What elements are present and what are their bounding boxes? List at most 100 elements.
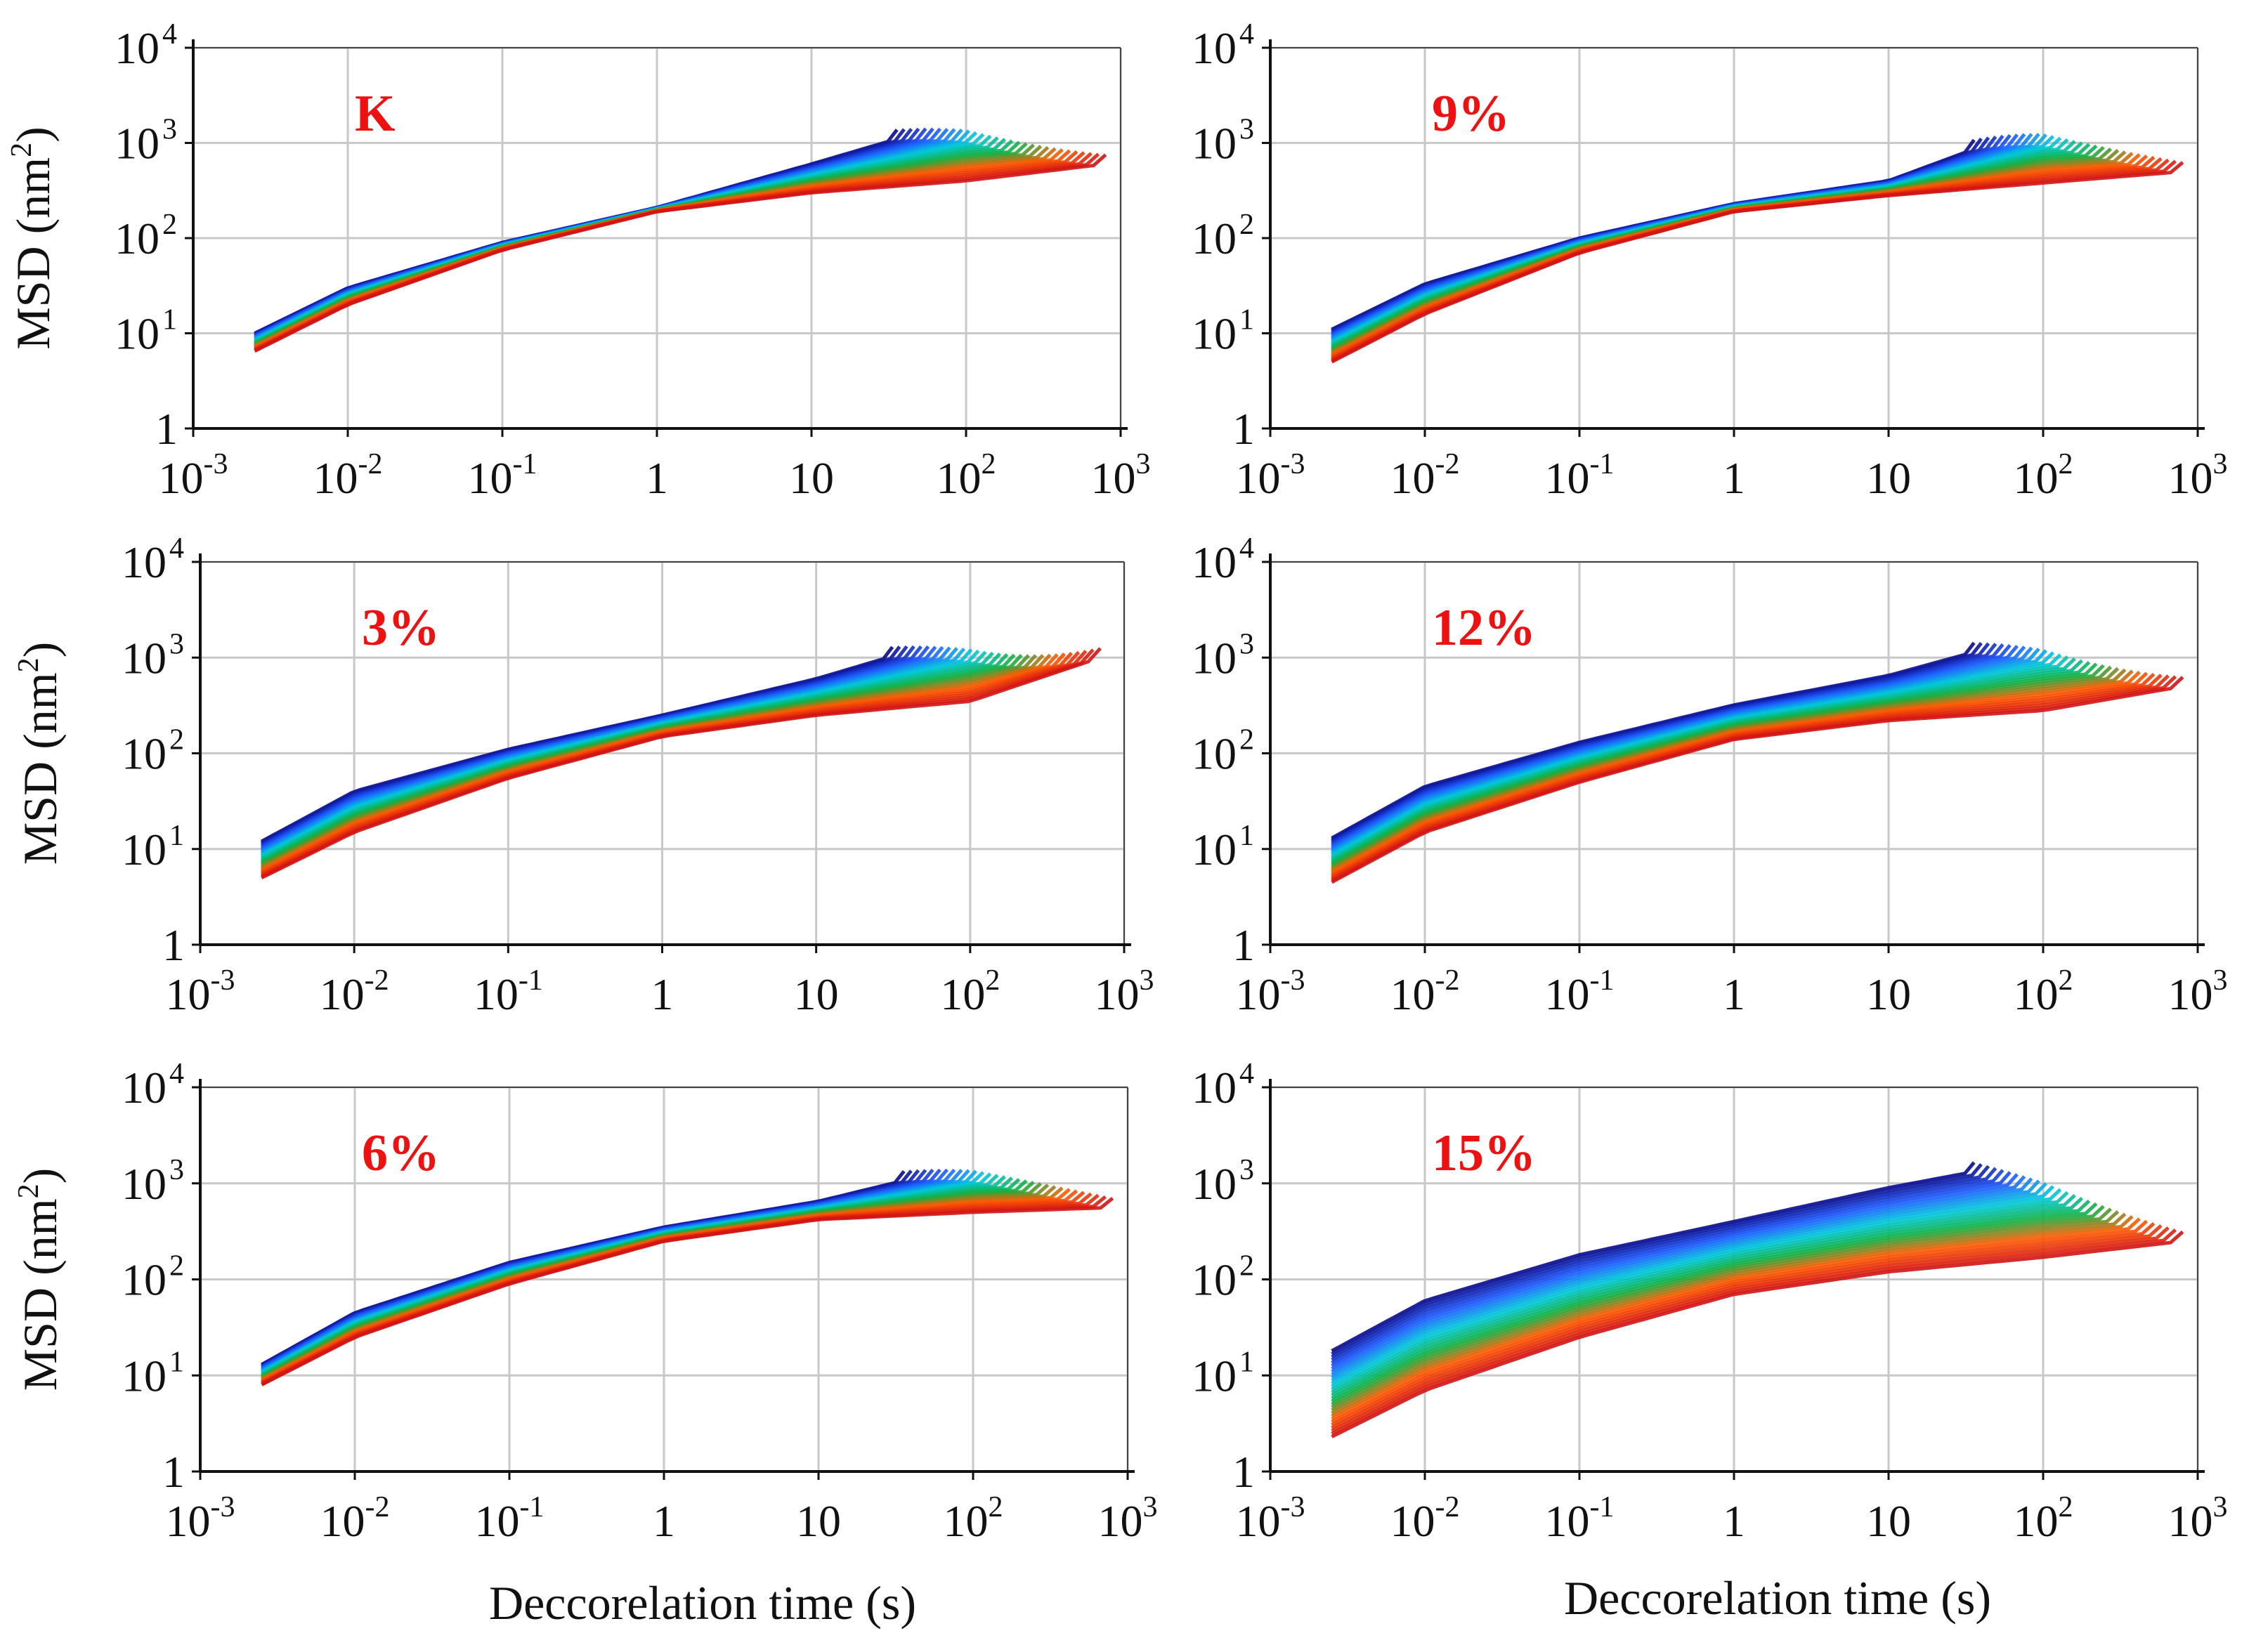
- msd-curve: [1331, 1230, 2184, 1438]
- msd-curve: [261, 1168, 934, 1369]
- y-tick-label: 10: [1192, 23, 1237, 73]
- x-tick-label: 10-1: [475, 1491, 545, 1546]
- y-tick-label: 10: [1192, 1159, 1237, 1209]
- x-tick-label: 10-3: [166, 1491, 235, 1546]
- x-tick-label: 103: [2168, 448, 2228, 503]
- msd-curve: [1331, 1175, 2026, 1374]
- x-tick-label: 10: [796, 1496, 841, 1546]
- x-tick-label: 1: [651, 969, 674, 1019]
- msd-curve: [1331, 1217, 2141, 1421]
- msd-curve: [1331, 1161, 1976, 1353]
- x-tick-label: 10-2: [1390, 448, 1460, 503]
- x-axis-label-right: Deccorelation time (s): [1564, 1571, 1991, 1625]
- x-tick-label: 103: [1095, 964, 1154, 1019]
- x-tick-label: 10: [789, 453, 834, 503]
- y-tick-exponent: 2: [162, 209, 177, 241]
- msd-curve: [1331, 159, 2177, 362]
- x-tick-label: 10-1: [468, 448, 537, 503]
- msd-curve: [1331, 155, 2156, 360]
- msd-curve: [261, 647, 1102, 880]
- y-tick-exponent: 1: [169, 820, 184, 852]
- x-tick-label: 103: [2168, 964, 2228, 1019]
- panel-label: 6%: [362, 1125, 440, 1182]
- msd-curve: [1331, 1191, 2069, 1391]
- x-tick-label: 102: [944, 1491, 1003, 1546]
- msd-curve: [1331, 1171, 2012, 1368]
- msd-curve: [261, 1189, 1078, 1383]
- msd-curve: [1331, 1169, 2004, 1365]
- y-tick-label: 1: [1232, 920, 1255, 970]
- msd-curve: [1331, 157, 2163, 360]
- msd-curve: [1331, 1228, 2177, 1436]
- y-tick-exponent: 3: [1239, 628, 1254, 660]
- msd-curve: [1331, 1165, 1990, 1359]
- y-tick-label: 1: [1232, 1447, 1255, 1497]
- curve-group: [1331, 641, 2184, 884]
- x-tick-label: 1: [1723, 453, 1745, 503]
- msd-curve: [1331, 1210, 2120, 1412]
- y-tick-exponent: 4: [169, 532, 184, 565]
- y-tick-exponent: 1: [169, 1346, 184, 1378]
- y-tick-label: 10: [122, 825, 167, 874]
- msd-curve: [1331, 1185, 2055, 1385]
- y-tick-label: 10: [1192, 729, 1237, 779]
- y-tick-exponent: 4: [169, 1058, 184, 1090]
- y-tick-exponent: 2: [169, 724, 184, 756]
- y-tick-label: 10: [1192, 1351, 1237, 1401]
- curve-group: [1331, 1161, 2184, 1438]
- msd-curve: [261, 654, 1030, 867]
- msd-curve: [1331, 1182, 2047, 1382]
- msd-curve: [261, 1196, 1114, 1386]
- y-tick-label: 10: [122, 1159, 167, 1209]
- y-tick-label: 10: [122, 1063, 167, 1113]
- curve-group: [1331, 133, 2184, 364]
- msd-curve: [1331, 1188, 2062, 1389]
- y-tick-label: 10: [1192, 119, 1237, 169]
- x-tick-label: 10-2: [1390, 964, 1460, 1019]
- y-tick-label: 10: [1192, 214, 1237, 263]
- y-axis-label: MSD (nm2): [13, 642, 67, 865]
- x-tick-label: 10: [1866, 969, 1911, 1019]
- panel-label: 9%: [1432, 85, 1510, 143]
- y-axis-label: MSD (nm2): [13, 1168, 67, 1391]
- x-tick-label: 1: [646, 453, 668, 503]
- x-tick-label: 10: [1866, 1496, 1911, 1546]
- msd-curve: [1331, 676, 2184, 884]
- x-tick-label: 102: [2014, 1491, 2073, 1546]
- y-tick-label: 10: [122, 1351, 167, 1401]
- x-tick-label: 10-3: [1236, 964, 1305, 1019]
- msd-curve: [261, 654, 1038, 868]
- msd-curve: [1331, 1179, 2040, 1379]
- y-tick-label: 10: [1192, 537, 1237, 587]
- x-tick-label: 10-3: [1236, 448, 1305, 503]
- msd-curve: [254, 129, 970, 341]
- y-tick-label: 1: [1232, 404, 1255, 454]
- y-tick-exponent: 2: [1239, 209, 1254, 241]
- y-tick-label: 1: [162, 920, 185, 970]
- x-tick-label: 102: [2014, 964, 2073, 1019]
- y-tick-exponent: 1: [1239, 304, 1254, 336]
- y-tick-label: 10: [122, 1255, 167, 1305]
- panel-label: 15%: [1432, 1125, 1536, 1182]
- msd-curve: [1331, 1219, 2149, 1424]
- msd-curve: [261, 1186, 1064, 1382]
- msd-curve: [1331, 1199, 2091, 1401]
- x-tick-label: 10-1: [1545, 964, 1615, 1019]
- y-axis-label: MSD (nm2): [6, 126, 60, 350]
- y-tick-exponent: 1: [1239, 820, 1254, 852]
- y-tick-label: 10: [1192, 309, 1237, 359]
- y-tick-label: 10: [1192, 1063, 1237, 1113]
- y-tick-exponent: 4: [1239, 532, 1254, 565]
- y-tick-label: 10: [115, 119, 159, 169]
- msd-curve: [254, 153, 1107, 353]
- msd-curve: [261, 1192, 1093, 1384]
- x-tick-label: 10: [1866, 453, 1911, 503]
- msd-curve: [1331, 1205, 2105, 1406]
- msd-curve: [1331, 1173, 2019, 1370]
- x-tick-label: 10-1: [1545, 448, 1615, 503]
